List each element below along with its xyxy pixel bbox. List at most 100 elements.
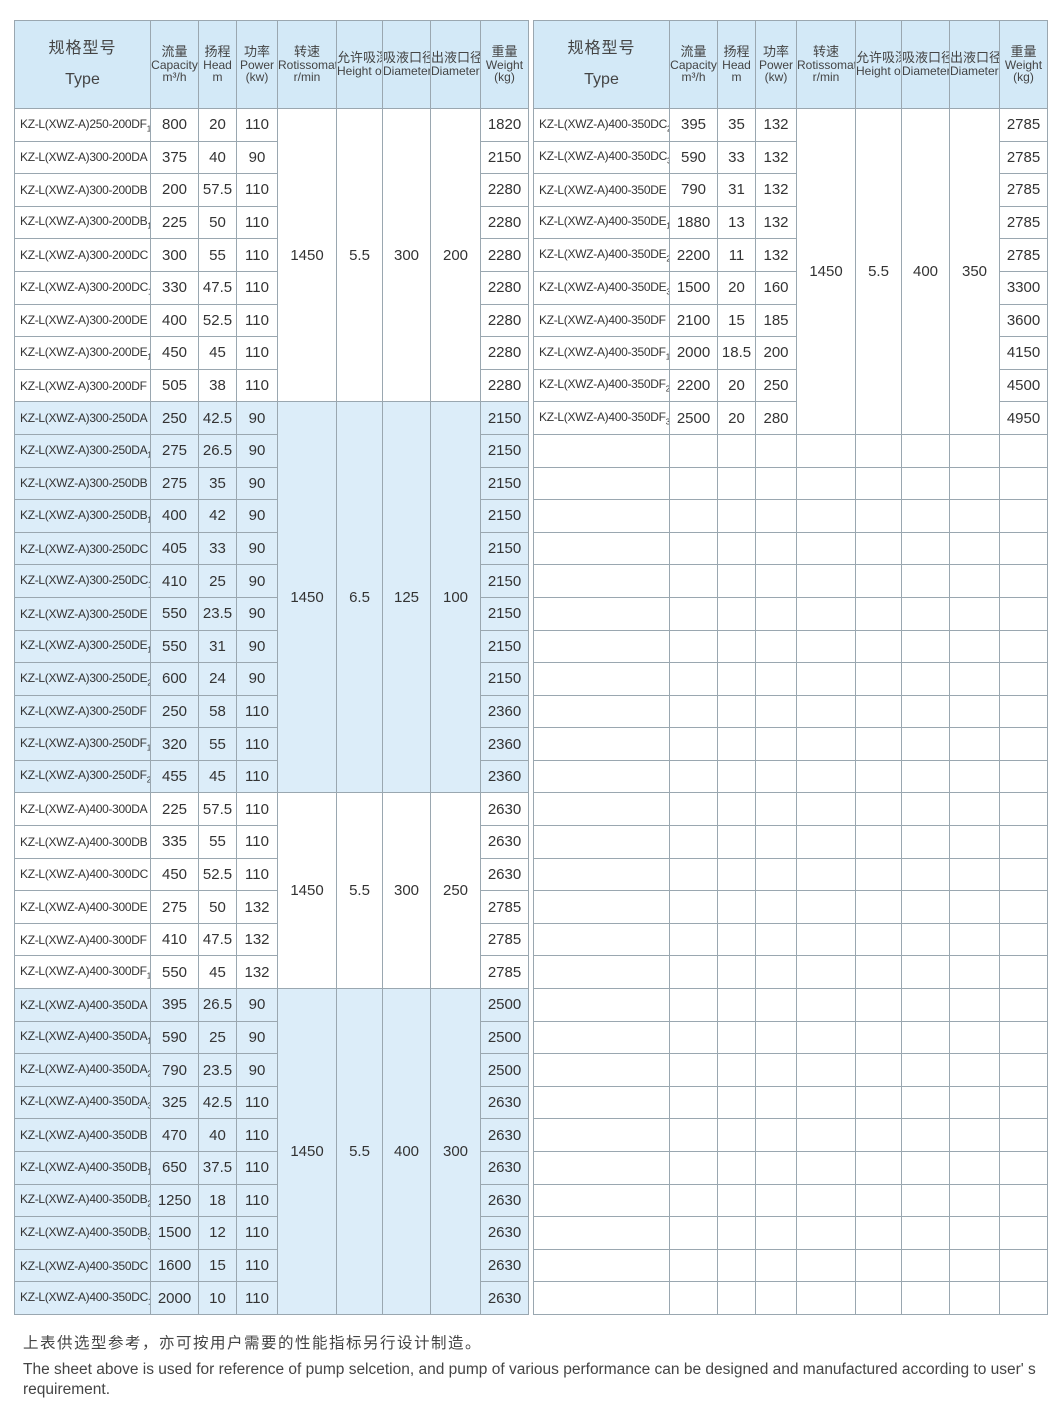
empty-cell [717, 988, 756, 1022]
model-type-cell: KZ-L(XWZ-A)400-350DA1 [14, 1020, 151, 1055]
empty-cell [999, 1216, 1048, 1250]
empty-cell [949, 694, 1000, 729]
weight-cell: 2630 [480, 1118, 529, 1152]
capacity-cell: 335 [150, 825, 199, 859]
weight-cell: 2150 [480, 564, 529, 598]
table-row: KZ-L(XWZ-A)400-350DA 395 26.5 90 1450 5.5 400 3… [14, 988, 529, 1315]
empty-cell [755, 727, 797, 761]
empty-cell [855, 499, 902, 533]
head-cell: 37.5 [198, 1151, 237, 1185]
empty-cell [855, 466, 902, 501]
weight-cell: 2360 [480, 727, 529, 761]
table-row: KZ-L(XWZ-A)300-250DC14102590 2150 [14, 564, 529, 598]
model-type: KZ-L(XWZ-A)300-250DB [20, 507, 148, 522]
empty-cell [949, 466, 1000, 501]
empty-cell [855, 1118, 902, 1152]
power-cell: 110 [236, 727, 278, 761]
empty-cell [855, 825, 902, 859]
empty-row [533, 955, 1048, 990]
model-type-cell: KZ-L(XWZ-A)300-250DB1 [14, 499, 151, 533]
empty-cell [949, 890, 1000, 924]
model-type-cell: KZ-L(XWZ-A)400-350DB2 [14, 1183, 151, 1218]
model-type-cell: KZ-L(XWZ-A)300-250DA1 [14, 433, 151, 468]
empty-cell [796, 825, 856, 859]
capacity-cell: 325 [150, 1085, 199, 1120]
empty-cell [533, 825, 670, 859]
weight-cell: 2280 [480, 303, 529, 338]
empty-cell [533, 890, 670, 924]
empty-cell [533, 1053, 670, 1087]
power-cell: 110 [236, 825, 278, 859]
head-cell: 42.5 [198, 401, 237, 435]
empty-cell [796, 1216, 856, 1250]
model-type-cell: KZ-L(XWZ-A)400-350DB3 [14, 1216, 151, 1250]
table-row: KZ-L(XWZ-A)400-350DC359033132 2785 [533, 140, 1048, 175]
table-row: KZ-L(XWZ-A)300-250DB14004290 2150 [14, 499, 529, 533]
empty-cell [669, 955, 718, 990]
empty-cell [533, 857, 670, 892]
capacity-cell: 400 [150, 303, 199, 338]
weight-cell: 2630 [480, 1085, 529, 1120]
empty-cell [855, 694, 902, 729]
column-header-en: Weight [1004, 57, 1043, 72]
power-cell: 90 [236, 1020, 278, 1055]
empty-cell [717, 499, 756, 533]
empty-cell [855, 792, 902, 827]
head-cell: 45 [198, 955, 237, 990]
weight-cell: 2280 [480, 205, 529, 240]
weight-cell: 2360 [480, 694, 529, 729]
capacity-cell: 790 [669, 173, 718, 207]
power-cell: 90 [236, 140, 278, 175]
model-subscript: 2 [665, 384, 670, 394]
empty-cell [755, 1053, 797, 1087]
empty-cell [533, 1085, 670, 1120]
model-subscript: 3 [665, 417, 670, 427]
empty-cell [901, 1216, 950, 1250]
model-subscript: 1 [146, 743, 151, 753]
empty-cell [999, 792, 1048, 827]
column-header-unit: m³/h [681, 70, 706, 85]
capacity-cell: 450 [150, 336, 199, 370]
empty-cell [901, 433, 950, 468]
empty-cell [999, 890, 1048, 924]
outlet-diameter-cell: 350 [949, 108, 1000, 435]
capacity-cell: 250 [150, 694, 199, 729]
model-type-cell: KZ-L(XWZ-A)400-350DF [533, 303, 670, 338]
empty-cell [999, 531, 1048, 566]
empty-cell [999, 499, 1048, 533]
empty-cell [901, 857, 950, 892]
head-cell: 42.5 [198, 1085, 237, 1120]
model-type-cell: KZ-L(XWZ-A)300-200DC [14, 238, 151, 272]
column-header-en: Diameter of Inlet [383, 64, 431, 79]
weight-cell: 2150 [480, 140, 529, 175]
head-cell: 50 [198, 205, 237, 240]
empty-row [533, 531, 1048, 566]
model-type-cell: KZ-L(XWZ-A)300-250DF1 [14, 727, 151, 761]
outlet-diameter-cell: 100 [430, 401, 481, 794]
empty-cell [755, 890, 797, 924]
empty-cell [949, 922, 1000, 957]
weight-cell: 1820 [480, 108, 529, 142]
empty-cell [901, 1248, 950, 1283]
empty-cell [533, 531, 670, 566]
column-header-cn: 流量 [680, 44, 707, 60]
empty-cell [755, 1216, 797, 1250]
empty-cell [855, 1183, 902, 1218]
empty-cell [855, 596, 902, 631]
capacity-cell: 275 [150, 466, 199, 501]
power-cell: 110 [236, 205, 278, 240]
empty-cell [755, 955, 797, 990]
model-subscript: 1 [147, 645, 149, 654]
empty-row [533, 1085, 1048, 1120]
empty-cell [999, 1053, 1048, 1087]
empty-cell [669, 662, 718, 696]
model-type: KZ-L(XWZ-A)300-200DE [20, 344, 148, 359]
empty-cell [901, 1281, 950, 1315]
empty-cell [796, 1151, 856, 1185]
column-header-cn: 吸液口径 [902, 50, 950, 66]
head-cell: 23.5 [198, 596, 237, 631]
